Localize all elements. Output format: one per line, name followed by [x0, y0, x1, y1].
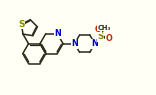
- Text: CH₃: CH₃: [97, 25, 111, 31]
- Text: S: S: [98, 32, 104, 41]
- Text: N: N: [91, 39, 98, 48]
- Text: O: O: [95, 25, 101, 34]
- Text: O: O: [105, 34, 112, 42]
- Text: N: N: [54, 29, 61, 38]
- Text: N: N: [71, 39, 78, 48]
- Text: S: S: [18, 20, 25, 29]
